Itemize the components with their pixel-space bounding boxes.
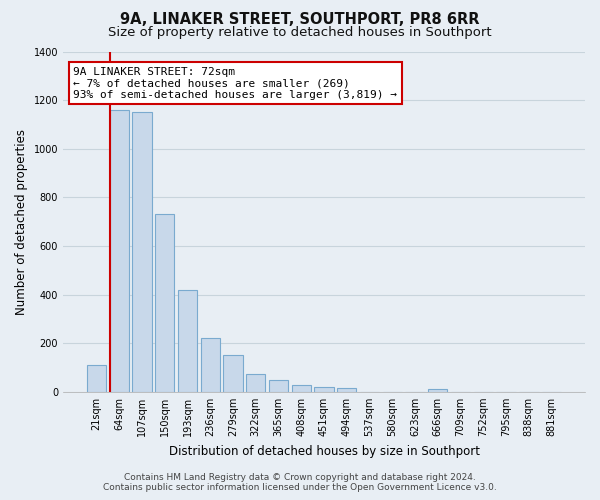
Bar <box>337 388 356 392</box>
Bar <box>428 390 448 392</box>
Bar <box>132 112 152 392</box>
Bar <box>314 387 334 392</box>
Bar <box>246 374 265 392</box>
Bar <box>155 214 175 392</box>
Bar <box>292 384 311 392</box>
Bar <box>110 110 129 392</box>
Y-axis label: Number of detached properties: Number of detached properties <box>15 128 28 314</box>
Bar <box>87 365 106 392</box>
Text: Contains HM Land Registry data © Crown copyright and database right 2024.
Contai: Contains HM Land Registry data © Crown c… <box>103 473 497 492</box>
X-axis label: Distribution of detached houses by size in Southport: Distribution of detached houses by size … <box>169 444 479 458</box>
Text: 9A, LINAKER STREET, SOUTHPORT, PR8 6RR: 9A, LINAKER STREET, SOUTHPORT, PR8 6RR <box>120 12 480 28</box>
Text: 9A LINAKER STREET: 72sqm
← 7% of detached houses are smaller (269)
93% of semi-d: 9A LINAKER STREET: 72sqm ← 7% of detache… <box>73 67 397 100</box>
Bar <box>178 290 197 392</box>
Bar <box>269 380 288 392</box>
Bar <box>200 338 220 392</box>
Text: Size of property relative to detached houses in Southport: Size of property relative to detached ho… <box>108 26 492 39</box>
Bar <box>223 356 242 392</box>
